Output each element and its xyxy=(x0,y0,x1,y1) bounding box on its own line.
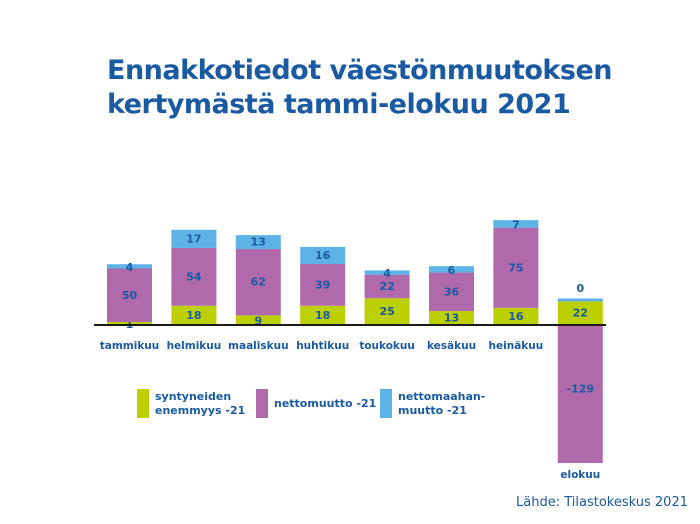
category-label-0: tammikuu xyxy=(100,340,160,352)
bar-net-migration-6 xyxy=(493,227,539,308)
legend-swatch-births xyxy=(137,389,149,418)
category-label-7: elokuu xyxy=(560,469,600,481)
source-note: Lähde: Tilastokeskus 2021 xyxy=(516,495,688,510)
bar-births-7 xyxy=(557,301,603,325)
bar-net-migration-4 xyxy=(364,274,410,299)
bar-net-immigration-6 xyxy=(493,220,539,228)
data-label-net-migration-7: -129 xyxy=(567,383,595,396)
data-label-net-migration-3: 39 xyxy=(315,278,330,291)
bar-births-4 xyxy=(364,298,410,325)
data-label-net-immigration-1: 17 xyxy=(186,232,201,245)
data-label-births-1: 18 xyxy=(186,309,201,322)
data-label-net-migration-2: 62 xyxy=(251,276,266,289)
category-label-5: kesäkuu xyxy=(427,340,476,352)
chart-title: Ennakkotiedot väestönmuutoksen kertymäst… xyxy=(107,54,667,122)
bar-net-immigration-2 xyxy=(235,235,281,250)
category-label-4: toukokuu xyxy=(359,340,415,352)
data-label-net-immigration-4: 4 xyxy=(383,267,391,280)
bar-net-migration-3 xyxy=(300,264,346,306)
data-label-births-5: 13 xyxy=(444,312,459,325)
category-label-1: helmikuu xyxy=(167,340,222,352)
bar-net-immigration-1 xyxy=(171,229,217,248)
data-label-net-immigration-0: 4 xyxy=(126,261,134,274)
bar-births-3 xyxy=(300,305,346,325)
bar-births-1 xyxy=(171,305,217,325)
legend-item-births: syntyneiden enemmyys -21 xyxy=(137,389,245,418)
category-label-2: maaliskuu xyxy=(228,340,289,352)
category-label-6: heinäkuu xyxy=(489,340,544,352)
legend-label-births: syntyneiden enemmyys -21 xyxy=(155,389,246,417)
data-label-births-6: 16 xyxy=(508,310,524,323)
legend-swatch-net-migration xyxy=(256,389,268,418)
data-label-net-immigration-5: 6 xyxy=(448,264,456,277)
bar-net-immigration-3 xyxy=(300,246,346,265)
bar-net-migration-2 xyxy=(235,249,281,316)
data-label-net-immigration-3: 16 xyxy=(315,249,331,262)
legend-swatch-net-immigration xyxy=(380,389,392,418)
chart-title-line-2: kertymästä tammi-elokuu 2021 xyxy=(107,89,571,120)
data-label-net-immigration-7: 0 xyxy=(576,282,584,295)
data-label-births-3: 18 xyxy=(315,309,330,322)
data-label-net-migration-6: 75 xyxy=(508,261,523,274)
data-label-net-migration-0: 50 xyxy=(122,289,138,302)
data-label-births-7: 22 xyxy=(573,307,588,320)
legend-label-net-migration: nettomuutto -21 xyxy=(274,396,377,410)
bar-net-immigration-7 xyxy=(557,298,603,302)
data-label-births-2: 9 xyxy=(254,315,262,328)
legend-item-net-migration: nettomuutto -21 xyxy=(256,389,376,418)
data-label-net-immigration-6: 7 xyxy=(512,218,520,231)
bar-net-migration-7 xyxy=(557,325,603,464)
data-label-net-immigration-2: 13 xyxy=(251,236,266,249)
chart-title-line-1: Ennakkotiedot väestönmuutoksen xyxy=(107,55,612,86)
legend-item-net-immigration: nettomaahan- muutto -21 xyxy=(380,389,485,418)
bar-net-migration-1 xyxy=(171,247,217,306)
data-label-net-migration-5: 36 xyxy=(444,285,460,298)
data-label-births-4: 25 xyxy=(379,305,394,318)
bar-births-5 xyxy=(429,311,474,325)
bar-net-immigration-0 xyxy=(107,264,152,269)
bar-births-2 xyxy=(235,315,281,325)
bar-births-0 xyxy=(107,322,152,325)
bar-net-immigration-5 xyxy=(429,266,474,273)
bar-net-immigration-4 xyxy=(364,270,410,275)
data-label-net-migration-4: 22 xyxy=(379,280,394,293)
data-label-net-migration-1: 54 xyxy=(186,270,202,283)
bar-births-6 xyxy=(493,307,539,325)
legend-label-net-immigration: nettomaahan- muutto -21 xyxy=(398,389,486,417)
bar-net-migration-0 xyxy=(107,268,152,322)
bar-net-migration-5 xyxy=(429,272,474,312)
category-label-3: huhtikuu xyxy=(296,340,349,352)
